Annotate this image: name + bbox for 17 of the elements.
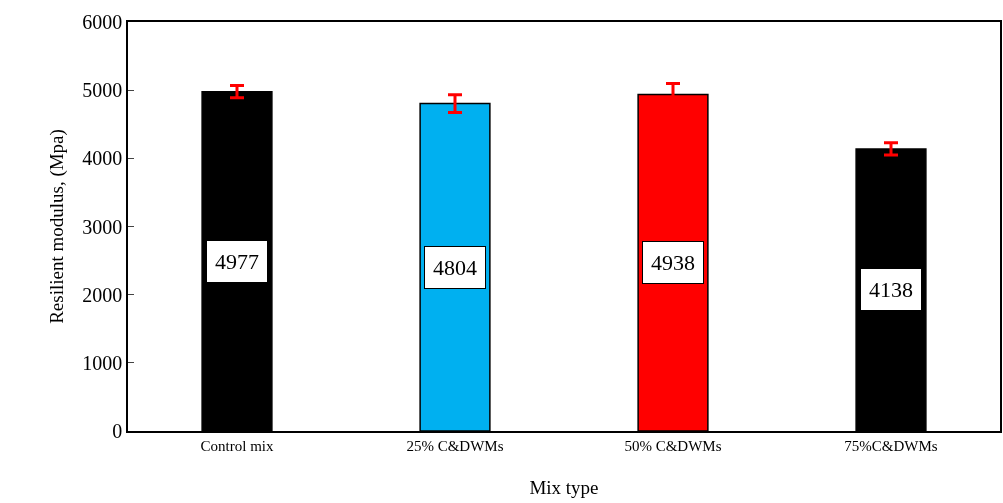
data-label: 4938 (651, 250, 695, 275)
x-tick-label: 75%C&DWMs (844, 437, 938, 454)
y-tick-label: 0 (112, 420, 123, 442)
x-tick-label: Control mix (200, 437, 274, 454)
y-tick-label: 2000 (82, 283, 123, 306)
x-tick-label: 25% C&DWMs (406, 437, 504, 454)
x-tick-label: 50% C&DWMs (624, 437, 722, 454)
y-tick-label: 6000 (82, 11, 123, 33)
y-tick-label: 1000 (82, 351, 123, 374)
y-tick-label: 5000 (82, 79, 123, 102)
y-axis-title: Resilient modulus, (Mpa) (45, 129, 68, 324)
x-axis-title: Mix type (529, 477, 599, 499)
data-label: 4977 (215, 249, 259, 274)
y-tick-label: 3000 (82, 215, 123, 238)
y-tick-label: 4000 (82, 147, 123, 170)
data-label: 4804 (433, 255, 477, 280)
data-label: 4138 (869, 277, 913, 302)
